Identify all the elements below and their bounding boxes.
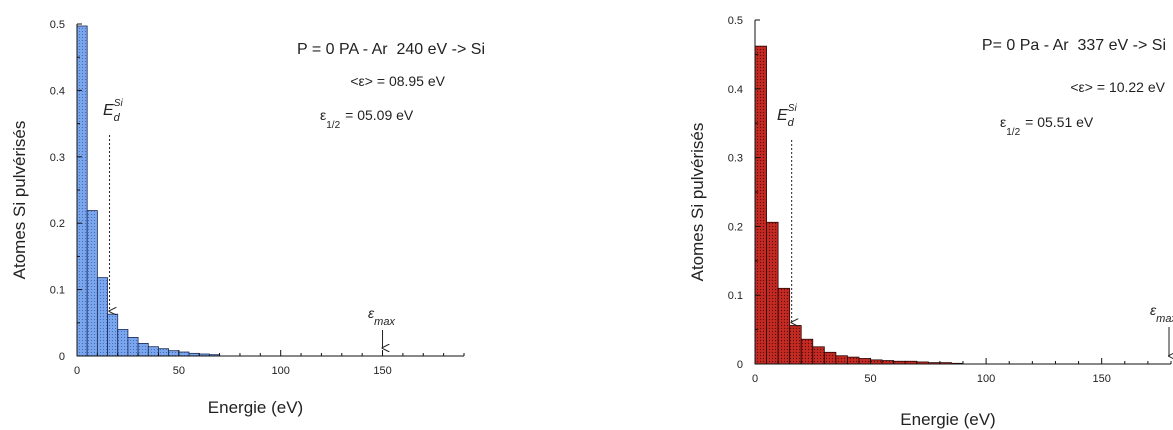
- x-tick-label: 150: [373, 365, 391, 377]
- histogram-bar: [96, 277, 108, 357]
- mean-energy-annotation: <ε> = 10.22 eV: [1070, 79, 1165, 95]
- x-axis-label: Energie (eV): [208, 398, 303, 417]
- histogram-bar: [800, 338, 814, 365]
- histogram-bar: [858, 358, 871, 365]
- ed-annotation: Ed Si: [103, 98, 123, 124]
- y-tick-label: 0.3: [50, 152, 65, 164]
- y-tick-label: 0.5: [728, 15, 743, 27]
- x-tick-label: 150: [1092, 373, 1110, 385]
- histogram-bar: [178, 351, 190, 357]
- half-energy-symbol: ε: [320, 107, 326, 123]
- half-energy-subscript: 1/2: [1006, 127, 1020, 138]
- emax-subscript: max: [1156, 313, 1173, 325]
- mean-energy-value: 08.95 eV: [389, 73, 446, 89]
- emax-symbol: ε: [1150, 302, 1157, 318]
- y-tick-label: 0.5: [50, 19, 65, 31]
- half-energy-value: = 05.51 eV: [1025, 114, 1094, 130]
- y-tick-label: 0.2: [728, 221, 743, 233]
- histogram-bar: [76, 25, 88, 357]
- mean-energy-symbol: <ε> =: [1070, 79, 1109, 95]
- histogram-bar: [823, 351, 837, 365]
- ed-symbol: E: [103, 102, 114, 119]
- histogram-bar: [766, 221, 779, 365]
- half-energy-value: = 05.09 eV: [345, 107, 414, 123]
- ed-superscript: Si: [114, 98, 124, 109]
- emax-annotation: εmax: [1150, 302, 1173, 325]
- mean-energy-value: 10.22 eV: [1109, 79, 1166, 95]
- x-tick-label: 50: [173, 365, 185, 377]
- y-tick-label: 0.1: [728, 290, 743, 302]
- y-axis-label: Atomes Si pulvérisés: [688, 123, 707, 282]
- half-energy-annotation: ε1/2 = 05.51 eV: [1000, 114, 1094, 138]
- x-tick-label: 100: [977, 373, 995, 385]
- x-tick-label: 50: [864, 373, 876, 385]
- y-tick-label: 0.2: [50, 218, 65, 230]
- ed-subscript: d: [114, 112, 121, 124]
- histogram-bar: [137, 342, 149, 357]
- y-tick-label: 0.4: [50, 85, 65, 97]
- y-tick-label: 0: [59, 351, 65, 363]
- half-energy-subscript: 1/2: [326, 120, 340, 131]
- mean-energy-annotation: <ε> = 08.95 eV: [350, 73, 445, 89]
- ed-symbol: E: [777, 107, 788, 124]
- emax-subscript: max: [374, 316, 395, 328]
- histogram-bar: [754, 45, 767, 365]
- x-tick-label: 0: [752, 373, 758, 385]
- chart-right-red: 0 0.1 0.2 0.3 0.4 0.5 0 50 100 150 Atomes Si pulvé…: [688, 15, 1173, 429]
- y-tick-label: 0.4: [728, 84, 743, 96]
- chart-title-annotation: P = 0 PA - Ar 240 eV -> Si: [297, 41, 485, 58]
- emax-annotation: εmax: [368, 305, 395, 328]
- histogram-bar: [107, 313, 119, 357]
- y-tick-label: 0.3: [728, 153, 743, 165]
- y-tick-label: 0.1: [50, 285, 65, 297]
- ed-superscript: Si: [788, 103, 798, 114]
- chart-left-blue: 0 0.1 0.2 0.3 0.4 0.5 0 50 100 150 Atomes Si pulvé…: [10, 19, 485, 417]
- y-axis-label: Atomes Si pulvérisés: [10, 121, 29, 280]
- ed-annotation: Ed Si: [777, 103, 797, 129]
- y-tick-label: 0: [737, 359, 743, 371]
- ed-subscript: d: [788, 117, 795, 129]
- histogram-bar: [847, 356, 860, 365]
- histogram-bar: [168, 350, 180, 357]
- histogram-bar: [127, 337, 139, 357]
- mean-energy-symbol: <ε> =: [350, 73, 389, 89]
- histogram-bar: [158, 348, 170, 357]
- histogram-bar: [789, 325, 802, 365]
- histogram-bar: [812, 346, 825, 365]
- histogram-bar: [147, 346, 159, 357]
- x-tick-label: 100: [272, 365, 290, 377]
- histogram-bar: [777, 287, 791, 365]
- histogram-bar: [870, 359, 883, 365]
- histogram-bar: [881, 360, 895, 365]
- emax-symbol: ε: [368, 305, 375, 321]
- histogram-bar: [117, 329, 129, 357]
- half-energy-symbol: ε: [1000, 114, 1006, 130]
- half-energy-annotation: ε1/2 = 05.09 eV: [320, 107, 414, 131]
- x-tick-label: 0: [74, 365, 80, 377]
- histogram-bar: [86, 210, 98, 357]
- x-axis-label: Energie (eV): [900, 410, 995, 429]
- chart-title-annotation: P= 0 Pa - Ar 337 eV -> Si: [982, 37, 1166, 54]
- histogram-bar: [835, 355, 848, 365]
